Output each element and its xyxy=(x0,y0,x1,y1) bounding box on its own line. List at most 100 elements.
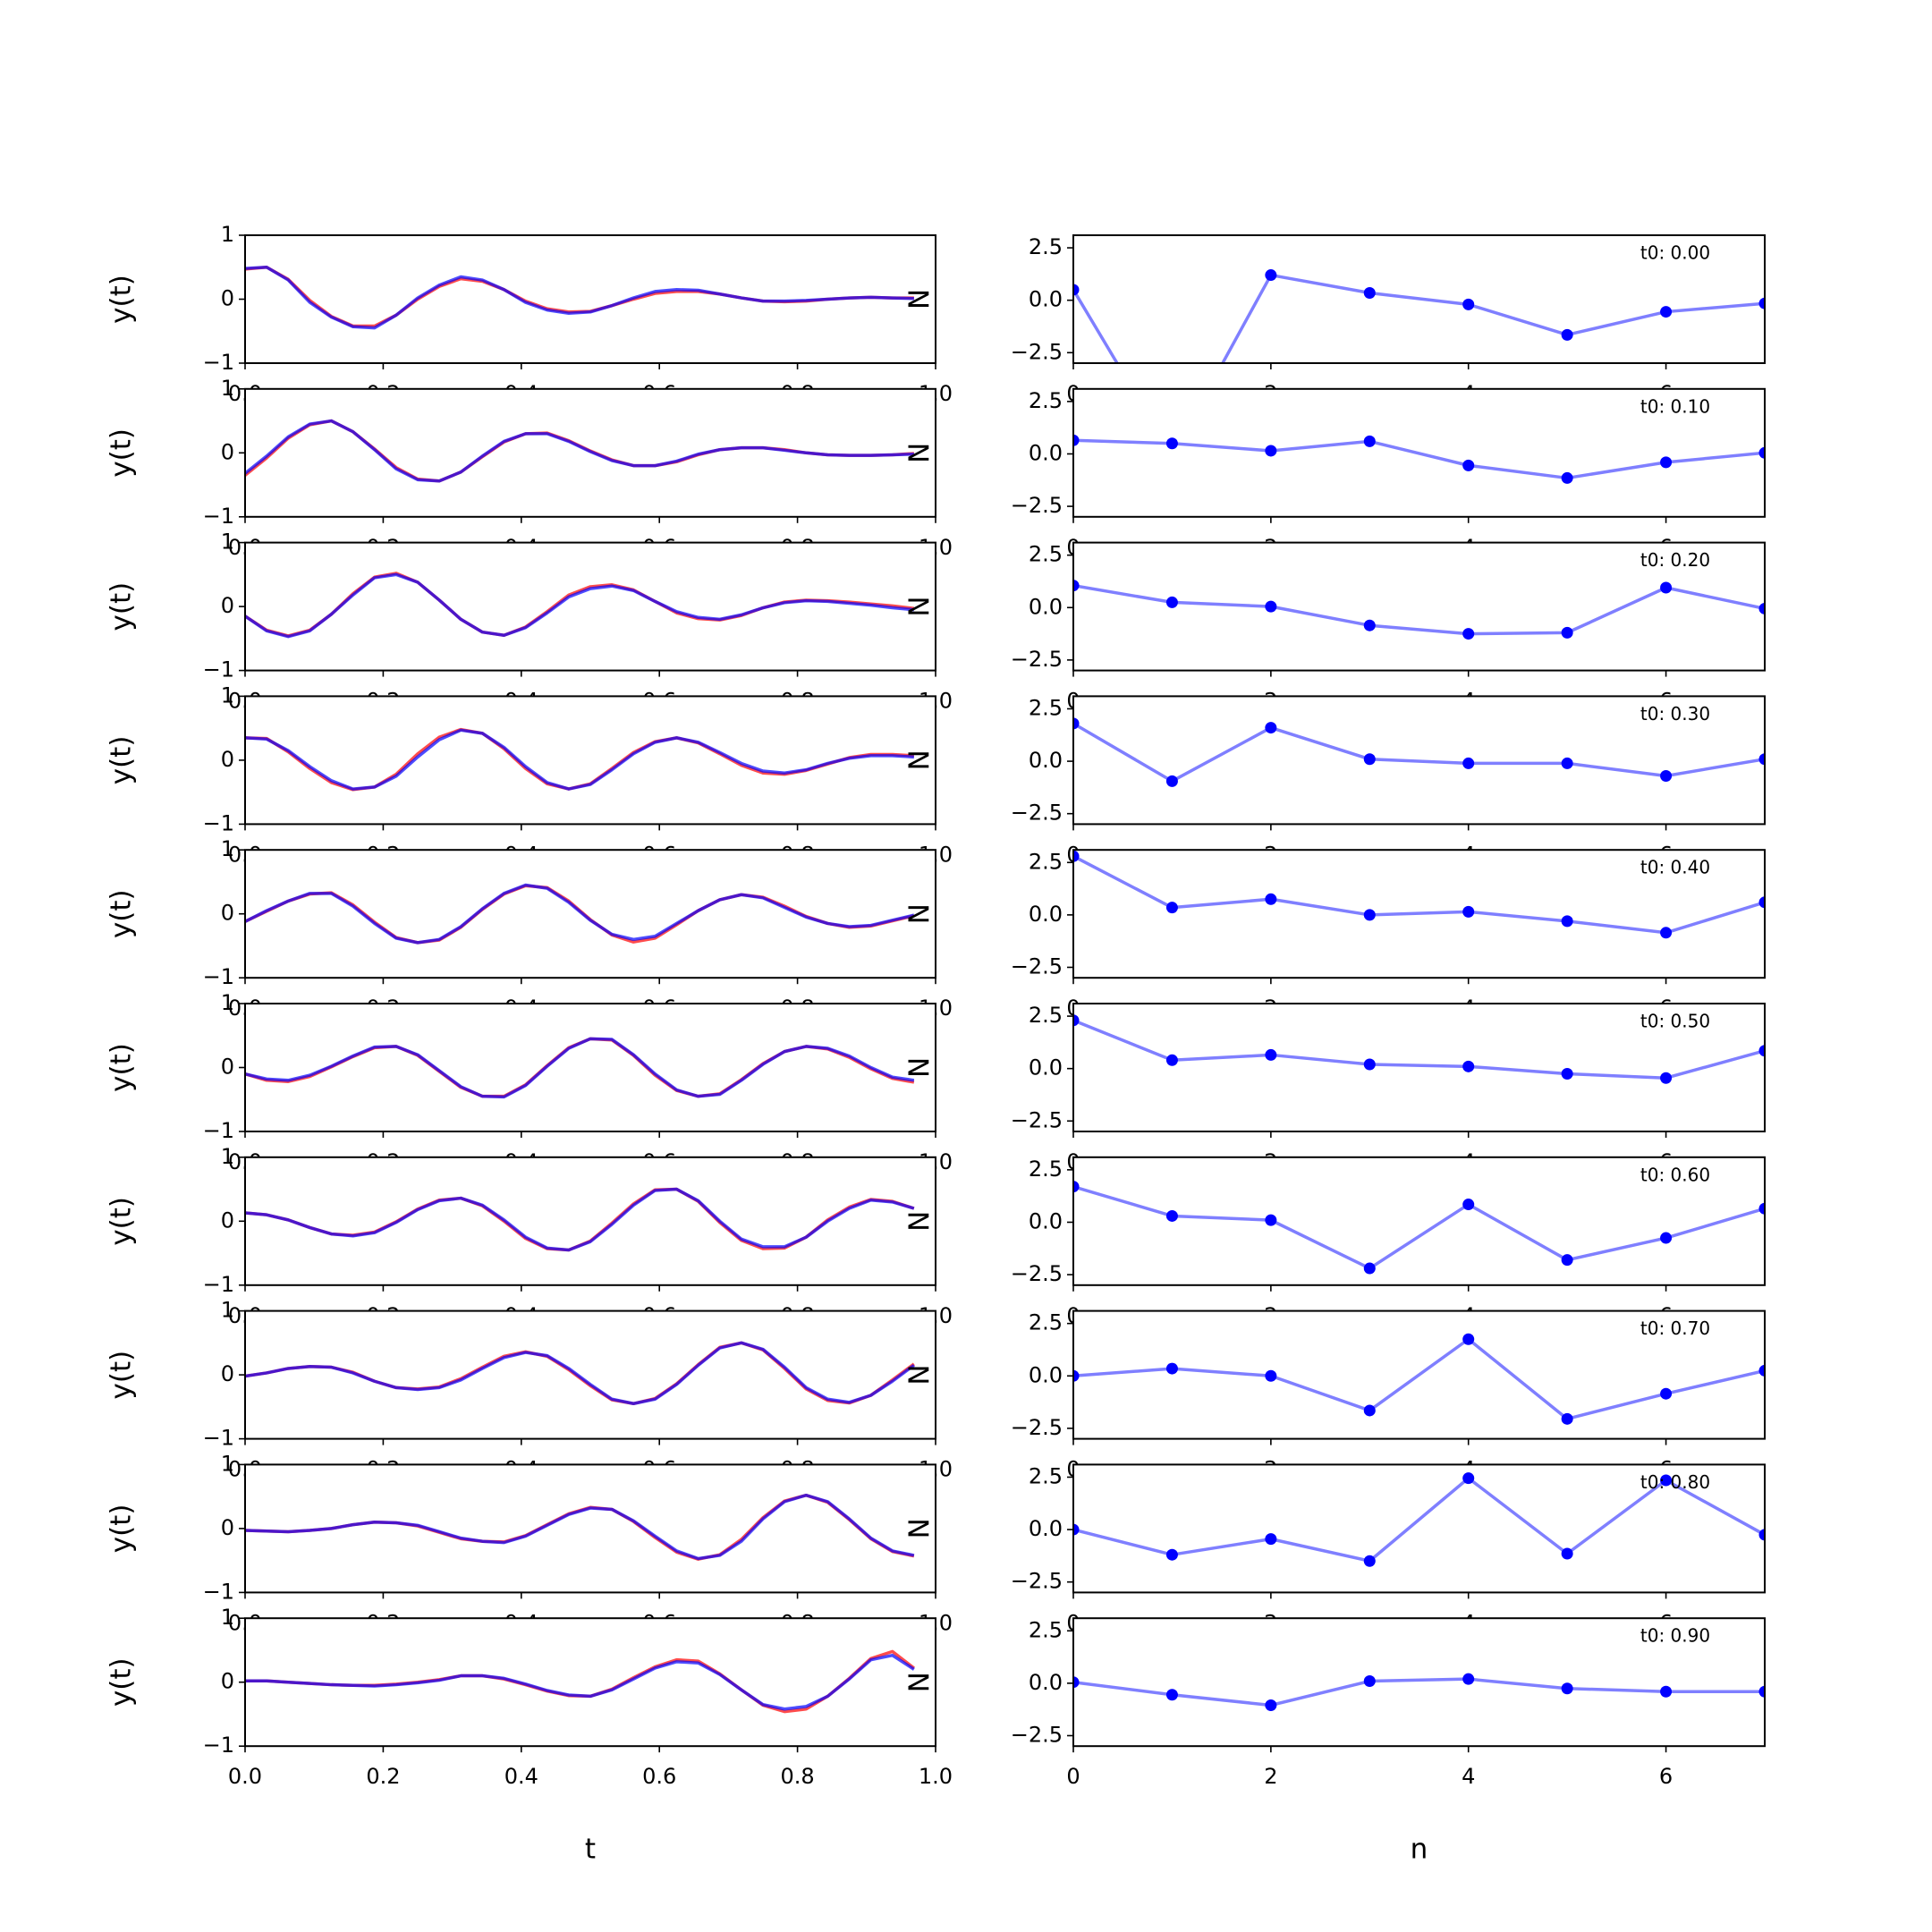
series-line xyxy=(245,266,914,330)
series-line xyxy=(245,1341,915,1406)
point xyxy=(1561,626,1573,639)
series-line xyxy=(1073,1476,1765,1563)
point xyxy=(1073,850,1080,862)
annotation: N xyxy=(902,443,934,463)
point xyxy=(1462,1060,1475,1072)
y-tick-label: 2.5 xyxy=(1029,1310,1063,1335)
y-tick-label: −1 xyxy=(203,1733,234,1758)
point xyxy=(1165,596,1178,608)
plot-area xyxy=(245,1037,915,1099)
x-axis-label: n xyxy=(1411,1834,1428,1866)
point xyxy=(1073,434,1080,446)
point xyxy=(1561,1068,1573,1080)
series-line xyxy=(245,728,914,791)
y-tick-label: −2.5 xyxy=(1011,1107,1063,1132)
series-line xyxy=(245,883,915,945)
annotation: N xyxy=(902,1211,934,1232)
point xyxy=(1462,757,1475,769)
y-tick-label: 0 xyxy=(221,286,234,311)
point xyxy=(1165,1209,1178,1222)
point xyxy=(1561,757,1573,769)
axes-background xyxy=(245,696,936,825)
point xyxy=(1462,628,1475,640)
y-tick-label: 0 xyxy=(221,1208,234,1233)
y-tick-label: 0.0 xyxy=(1029,902,1063,927)
point xyxy=(1073,717,1080,730)
x-tick-label: 0.0 xyxy=(228,1764,262,1789)
point xyxy=(1660,581,1673,594)
annotation: N xyxy=(902,750,934,770)
axes-frame xyxy=(1072,695,1766,826)
y-tick-label: −2.5 xyxy=(1011,493,1063,518)
point xyxy=(1758,1045,1765,1057)
point xyxy=(1758,1364,1765,1377)
point xyxy=(1073,580,1080,592)
point xyxy=(1660,306,1673,318)
axes-background xyxy=(1073,1004,1765,1131)
y-tick-label: 1 xyxy=(221,1144,234,1169)
x-tick-label: 0 xyxy=(1066,1764,1080,1789)
point xyxy=(1363,753,1376,766)
point xyxy=(1660,1072,1673,1084)
subplot: 0 2 4 6 −2.5 0.0 2.5 n t0: 0.90 xyxy=(1011,1617,1766,1866)
axes-background xyxy=(245,1618,936,1747)
annotation: t0: 0.10 xyxy=(1640,395,1710,417)
plot-area xyxy=(1073,1181,1765,1275)
annotation: t0: 0.00 xyxy=(1640,242,1710,264)
plot-area xyxy=(245,883,915,945)
point xyxy=(1660,1474,1673,1487)
axes-frame xyxy=(1072,387,1766,518)
point xyxy=(1561,1547,1573,1560)
y-tick-label: 0 xyxy=(221,1515,234,1540)
subplot: 0.0 0.2 0.4 0.6 0.8 1.0 −1 0 1 y(t) t N xyxy=(106,1605,953,1866)
point xyxy=(1561,328,1573,341)
plot-area xyxy=(245,419,914,483)
point xyxy=(1462,1472,1475,1485)
y-tick-label: 0.0 xyxy=(1029,748,1063,773)
y-tick-label: 2.5 xyxy=(1029,1463,1063,1488)
point xyxy=(1165,1689,1178,1701)
x-tick-label: 6 xyxy=(1659,1764,1673,1789)
annotation: N xyxy=(902,1364,934,1385)
y-tick-label: 0.0 xyxy=(1029,594,1063,619)
y-tick-label: −1 xyxy=(203,350,234,375)
y-tick-label: 0.0 xyxy=(1029,1362,1063,1387)
plot-area xyxy=(245,1649,915,1714)
y-axis-label: y(t) xyxy=(106,1351,138,1400)
point xyxy=(1758,753,1765,766)
y-tick-label: 1 xyxy=(221,1605,234,1630)
series-line xyxy=(1073,1019,1765,1080)
annotation: t0: 0.80 xyxy=(1640,1471,1710,1493)
point xyxy=(1073,1181,1080,1193)
point xyxy=(1165,1054,1178,1066)
point xyxy=(1363,1404,1376,1417)
y-axis-label: y(t) xyxy=(106,582,138,631)
y-tick-label: −2.5 xyxy=(1011,339,1063,364)
axes-background xyxy=(1073,1157,1765,1285)
y-tick-label: −1 xyxy=(203,657,234,682)
y-tick-label: 1 xyxy=(221,1451,234,1476)
y-tick-label: −1 xyxy=(203,1118,234,1143)
y-tick-label: 0.0 xyxy=(1029,1516,1063,1541)
point xyxy=(1363,1555,1376,1567)
y-axis-label: y(t) xyxy=(106,1657,138,1707)
plot-area xyxy=(1073,1673,1765,1711)
point xyxy=(1363,1058,1376,1071)
point xyxy=(1363,286,1376,299)
point xyxy=(1363,1675,1376,1688)
y-tick-label: 0 xyxy=(221,1361,234,1386)
point xyxy=(1462,1199,1475,1211)
point xyxy=(1462,905,1475,918)
x-axis-label: t xyxy=(585,1834,596,1866)
y-tick-label: 0.0 xyxy=(1029,440,1063,465)
y-tick-label: 0 xyxy=(221,1669,234,1694)
axes-frame xyxy=(1072,1156,1766,1286)
y-tick-label: 0 xyxy=(221,1055,234,1080)
axes-background xyxy=(245,1004,936,1131)
axes-frame xyxy=(1072,1617,1766,1748)
